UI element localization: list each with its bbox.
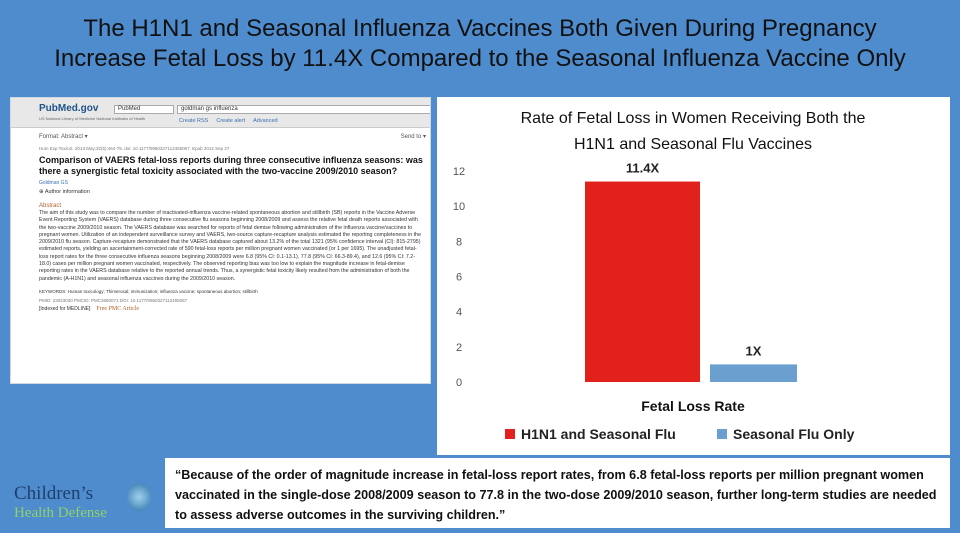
create-alert-link[interactable]: Create alert (216, 118, 246, 124)
author-information[interactable]: ⊕ Author information (39, 189, 90, 195)
pubmed-screenshot: PubMed.gov US National Library of Medici… (10, 97, 431, 384)
pubmed-logo-sub: US National Library of Medicine National… (39, 116, 146, 121)
y-tick-label: 4 (456, 307, 462, 319)
x-axis-label: Fetal Loss Rate (641, 398, 745, 414)
chart-title-line-1: Rate of Fetal Loss in Women Receiving Bo… (521, 110, 866, 127)
quote: “Because of the order of magnitude incre… (165, 458, 950, 528)
title-line-2: Increase Fetal Loss by 11.4X Compared to… (54, 45, 906, 72)
y-tick-label: 10 (453, 201, 465, 213)
legend-label: Seasonal Flu Only (733, 426, 855, 442)
bar-data-label: 11.4X (626, 161, 660, 176)
free-pmc-link[interactable]: Free PMC Article (96, 305, 140, 312)
pubmed-header: PubMed.gov US National Library of Medici… (11, 98, 430, 128)
article-ids: PMID: 23023030 PMCID: PMC3660071 DOI: 10… (39, 297, 188, 303)
database-select[interactable]: PubMed (114, 105, 174, 114)
chart-title-line-2: H1N1 and Seasonal Flu Vaccines (574, 136, 812, 153)
logo-line-2: Health Defense (14, 505, 107, 521)
legend-swatch (717, 429, 727, 439)
globe-icon (127, 483, 151, 511)
y-tick-label: 0 (456, 377, 462, 389)
y-tick-label: 6 (456, 272, 462, 284)
y-tick-label: 12 (453, 166, 465, 178)
citation: Hum Exp Toxicol. 2013 May;32(5):464-75. … (39, 146, 231, 151)
abstract-heading: Abstract (39, 203, 62, 209)
pubmed-logo: PubMed.gov (39, 103, 99, 114)
y-tick-label: 8 (456, 236, 462, 248)
y-tick-label: 2 (456, 342, 462, 354)
legend-label: H1N1 and Seasonal Flu (521, 426, 676, 442)
bar-chart: Rate of Fetal Loss in Women Receiving Bo… (437, 97, 950, 455)
advanced-link[interactable]: Advanced (253, 118, 278, 124)
keywords: KEYWORDS: Human toxicology; Thimerosal; … (39, 288, 258, 294)
logo-line-1: Children’s (14, 483, 94, 504)
format-dropdown[interactable]: Format: Abstract ▾ (39, 134, 88, 140)
abstract-text: The aim of this study was to compare the… (39, 210, 422, 282)
create-rss-link[interactable]: Create RSS (179, 118, 209, 124)
bar-data-label: 1X (746, 343, 762, 358)
childrens-health-defense-logo: Children’s Health Defense (14, 480, 164, 530)
bar (585, 181, 700, 382)
page-title: The H1N1 and Seasonal Influenza Vaccines… (0, 14, 960, 74)
send-to-dropdown[interactable]: Send to ▾ (400, 134, 426, 140)
indexed-note: [Indexed for MEDLINE] (39, 305, 91, 312)
title-line-1: The H1N1 and Seasonal Influenza Vaccines… (83, 15, 877, 42)
bar (710, 364, 797, 382)
legend-swatch (505, 429, 515, 439)
article-title: Comparison of VAERS fetal-loss reports d… (39, 155, 423, 176)
author-link[interactable]: Goldman GS (39, 180, 68, 186)
search-input[interactable]: goldman gs influenza (177, 105, 430, 114)
